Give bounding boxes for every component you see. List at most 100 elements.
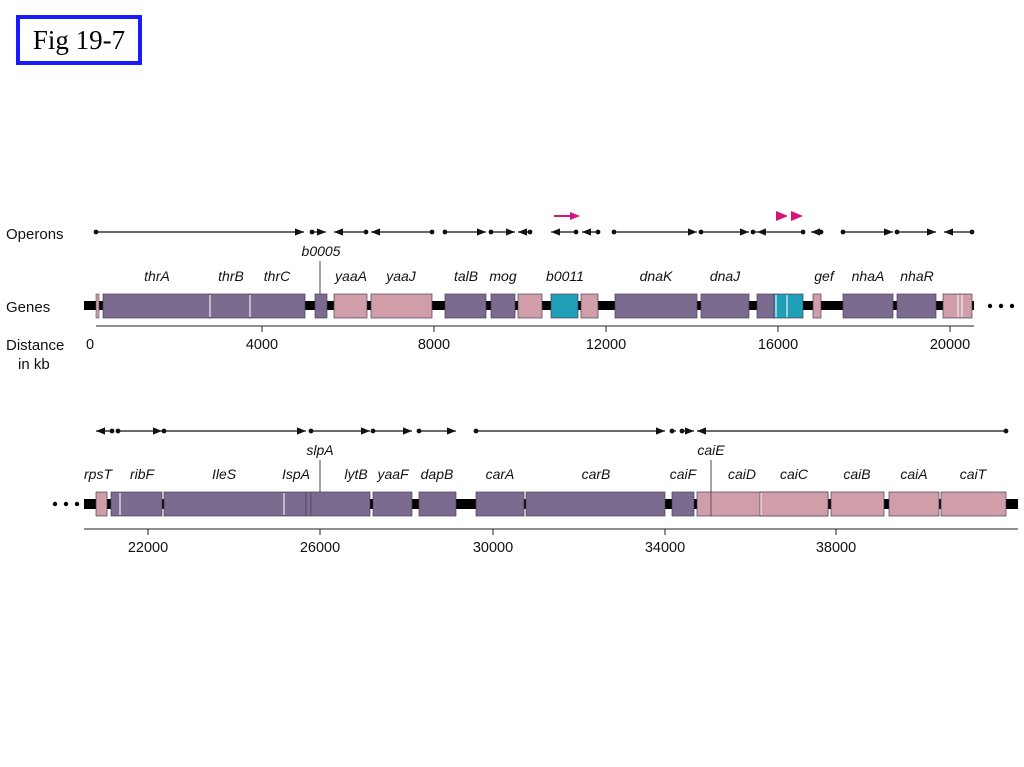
- operon-start-dot: [442, 229, 448, 235]
- gene-block: [490, 293, 516, 319]
- operon-arrow-right: [361, 427, 370, 435]
- operon-start-dot: [840, 229, 846, 235]
- operon-arrow-right: [153, 427, 162, 435]
- operon-arrow-left: [811, 228, 820, 236]
- gene-label: caiC: [780, 466, 809, 482]
- gene-block: [310, 491, 371, 517]
- operon-arrow-left: [757, 228, 766, 236]
- gene-block: [888, 491, 940, 517]
- gene-block: [163, 491, 285, 517]
- gene-block: [95, 491, 108, 517]
- operon-start-dot: [93, 229, 99, 235]
- axis-tick-label: 30000: [473, 540, 513, 556]
- gene-label: thrB: [218, 268, 244, 284]
- gene-label: dnaK: [640, 268, 673, 284]
- operon-arrow-left: [96, 427, 105, 435]
- operon-arrow-left: [371, 228, 380, 236]
- continuation-dot: [74, 501, 80, 507]
- operon-arrow-right: [295, 228, 304, 236]
- gene-block: [314, 293, 328, 319]
- gene-label: caiT: [960, 466, 988, 482]
- operon-arrow-left: [944, 228, 953, 236]
- gene-block: [812, 293, 822, 319]
- operon-start-dot: [488, 229, 494, 235]
- operon-start-dot: [894, 229, 900, 235]
- gene-block: [896, 293, 937, 319]
- operon-arrow-right: [477, 228, 486, 236]
- axis-tick-label: 34000: [645, 540, 685, 556]
- operon-arrow-left: [551, 228, 560, 236]
- gene-label: yaaF: [376, 466, 410, 482]
- gene-block: [333, 293, 368, 319]
- gene-label: nhaR: [900, 268, 933, 284]
- gene-block: [305, 491, 312, 517]
- gene-block: [940, 491, 1007, 517]
- operon-start-dot: [308, 428, 314, 434]
- gene-label: carB: [582, 466, 611, 482]
- gene-label: mog: [489, 268, 516, 284]
- operon-arrow-right: [506, 228, 515, 236]
- promoter-arrow: [776, 211, 788, 221]
- gene-block: [475, 491, 525, 517]
- continuation-dot: [63, 501, 69, 507]
- gene-label: rpsT: [84, 466, 113, 482]
- operon-arrow-right: [884, 228, 893, 236]
- operon-start-dot: [109, 428, 115, 434]
- operon-start-dot: [818, 229, 824, 235]
- axis-tick-label: 22000: [128, 540, 168, 556]
- continuation-dot: [987, 303, 993, 309]
- continuation-dot: [998, 303, 1004, 309]
- operon-start-dot: [611, 229, 617, 235]
- axis-tick-label: 16000: [758, 337, 798, 353]
- gene-block: [370, 293, 433, 319]
- operon-arrow-left: [582, 228, 591, 236]
- gene-label: lytB: [344, 466, 367, 482]
- operon-arrow-left: [697, 427, 706, 435]
- axis-tick-label: 20000: [930, 337, 970, 353]
- gene-block: [842, 293, 894, 319]
- operon-start-dot: [669, 428, 675, 434]
- gene-block: [102, 293, 211, 319]
- gene-label: gef: [814, 268, 836, 284]
- gene-label: dapB: [421, 466, 454, 482]
- operon-start-dot: [429, 229, 435, 235]
- axis-tick-label: 38000: [816, 540, 856, 556]
- gene-block: [773, 293, 804, 319]
- genes-row-label: Genes: [6, 299, 50, 316]
- axis-tick-label: 8000: [418, 337, 450, 353]
- gene-block: [580, 293, 599, 319]
- continuation-dot: [1009, 303, 1015, 309]
- gene-block: [700, 293, 750, 319]
- operon-start-dot: [115, 428, 121, 434]
- operon-start-dot: [363, 229, 369, 235]
- gene-block: [283, 491, 307, 517]
- gene-label: slpA: [306, 442, 333, 458]
- figure-label: Fig 19-7: [16, 15, 142, 65]
- promoter-arrow: [791, 211, 803, 221]
- operon-arrow-right: [685, 427, 694, 435]
- operon-start-dot: [698, 229, 704, 235]
- operon-arrow-right: [297, 427, 306, 435]
- gene-label: ribF: [130, 466, 156, 482]
- gene-label: caiD: [728, 466, 756, 482]
- gene-block: [756, 293, 775, 319]
- operon-start-dot: [800, 229, 806, 235]
- gene-block: [249, 293, 306, 319]
- operon-arrow-right: [317, 228, 326, 236]
- gene-block: [418, 491, 457, 517]
- gene-block: [614, 293, 698, 319]
- gene-block: [830, 491, 885, 517]
- promoter-arrow: [570, 212, 580, 220]
- gene-row-2: rpsT ribF IleS IspA slpA lytB yaaF dapB carA carB…: [52, 427, 1018, 556]
- gene-block: [372, 491, 413, 517]
- operons-row-label: Operons: [6, 226, 64, 243]
- operon-start-dot: [527, 229, 533, 235]
- gene-label: dnaJ: [710, 268, 741, 284]
- operon-start-dot: [969, 229, 975, 235]
- operon-start-dot: [595, 229, 601, 235]
- continuation-dot: [52, 501, 58, 507]
- gene-block: [550, 293, 579, 319]
- distance-unit-label: in kb: [18, 356, 50, 373]
- gene-block: [759, 491, 829, 517]
- gene-block: [110, 491, 163, 517]
